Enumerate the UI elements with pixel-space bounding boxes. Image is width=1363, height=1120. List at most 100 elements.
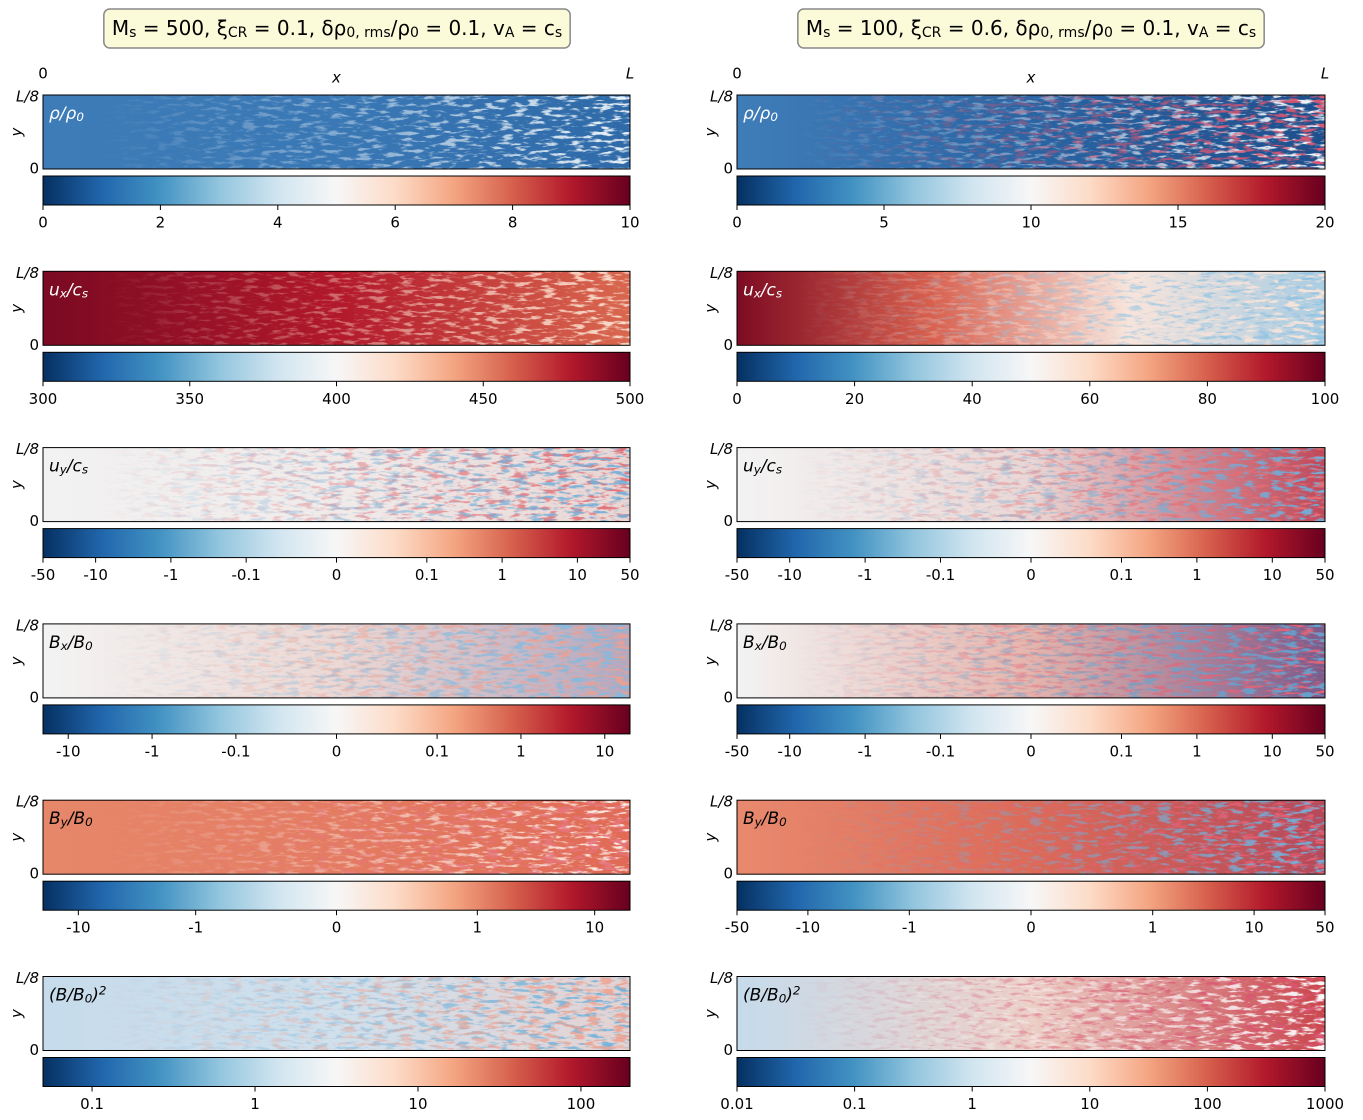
colorbar-tick-label: 2 — [156, 214, 166, 232]
x-axis-label: x — [1026, 69, 1036, 87]
colorbar — [736, 175, 1326, 206]
colorbar-tick-label: -0.1 — [232, 566, 261, 584]
panel-label: ux/cs — [49, 280, 88, 300]
panel: uy/csL/80y-50 -10 -1 -0.1 0 0.1 1 10 50 — [8, 440, 640, 584]
text-part: s — [776, 462, 782, 476]
y-top-label: L/8 — [16, 264, 39, 282]
colorbar — [736, 1057, 1326, 1087]
text-part: /ρ — [391, 16, 410, 40]
text-part: y — [753, 462, 762, 476]
text-part: 0 — [1104, 25, 1113, 41]
colorbar-tick-label: 0.01 — [720, 1095, 753, 1113]
panel-frame — [42, 976, 631, 1051]
y-top-label: L/8 — [710, 88, 733, 106]
field-texture — [43, 800, 630, 875]
text-part: s — [82, 286, 88, 300]
y-top-label: L/8 — [16, 969, 39, 987]
text-part: ) — [90, 986, 99, 1006]
colorbar-tick-label: 50 — [1315, 742, 1334, 760]
x-axis-label: x — [331, 69, 341, 87]
text-part: 0 — [76, 110, 84, 124]
x-right-label: L — [1321, 65, 1329, 83]
colorbar — [736, 704, 1326, 735]
colorbar-tick-label: 60 — [1080, 390, 1099, 408]
title-box: Ms = 100, ξCR = 0.6, δρ0, rms/ρ0 = 0.1, … — [797, 8, 1265, 49]
colorbar-tick-label: 10 — [408, 1095, 427, 1113]
colorbar-tick-label: 450 — [469, 390, 498, 408]
text-part: y — [754, 815, 763, 829]
y-top-label: L/8 — [710, 440, 733, 458]
text-part: s — [129, 25, 136, 41]
text-part: x — [754, 638, 763, 652]
text-part: CR — [228, 25, 248, 41]
colorbar-tick-label: -10 — [777, 742, 802, 760]
panel: Bx/B0L/80y-50 -10 -1 -0.1 0 0.1 1 10 50 — [702, 616, 1335, 760]
y-axis-label: y — [702, 832, 720, 843]
colorbar-tick-label: 0 — [1026, 742, 1036, 760]
y-axis-label: y — [702, 479, 720, 490]
colorbar-tick-label: 400 — [322, 390, 351, 408]
text-part: /ρ — [1085, 16, 1104, 40]
colorbar-tick-label: 10 — [595, 742, 614, 760]
text-part: ρ/ρ — [743, 104, 771, 124]
y-axis-label: y — [702, 126, 720, 137]
panel-frame — [736, 447, 1326, 523]
y-bottom-label: 0 — [723, 688, 733, 706]
colorbar-tick-label: 8 — [508, 214, 518, 232]
panel-frame — [42, 623, 631, 699]
colorbar-tick-label: 20 — [1315, 214, 1334, 232]
panel-label: ρ/ρ0 — [743, 104, 778, 124]
field-texture — [737, 800, 1325, 875]
colorbar-tick-label: 10 — [568, 566, 587, 584]
text-part: 0 — [85, 638, 93, 652]
field-texture — [43, 95, 630, 169]
panel-label: uy/cs — [743, 457, 782, 477]
panel: ux/cs L/8 0 y 300 350 400 450 500 — [8, 264, 645, 408]
text-part: B — [49, 809, 61, 829]
panel-frame — [42, 799, 631, 875]
y-bottom-label: 0 — [723, 1041, 733, 1059]
column-title: Ms = 100, ξCR = 0.6, δρ0, rms/ρ0 = 0.1, … — [806, 16, 1256, 41]
panel-frame — [42, 94, 631, 170]
colorbar-tick-label: -0.1 — [926, 742, 955, 760]
x-left-label: 0 — [38, 65, 48, 83]
colorbar-tick-label: 100 — [1311, 390, 1340, 408]
colorbar-tick-label: 0 — [332, 566, 342, 584]
text-part: M — [112, 16, 129, 40]
text-part: u — [743, 457, 754, 477]
colorbar-tick-label: -10 — [777, 566, 802, 584]
text-part: = c — [1208, 16, 1248, 40]
colorbar-tick-label: 50 — [1315, 566, 1334, 584]
colorbar-tick-label: 0 — [38, 214, 48, 232]
text-part: 0 — [770, 110, 778, 124]
panel-label: Bx/B0 — [743, 633, 787, 653]
text-part: /B — [760, 809, 779, 829]
text-part: u — [49, 457, 60, 477]
y-top-label: L/8 — [16, 440, 39, 458]
text-part: s — [82, 462, 88, 476]
colorbar — [42, 175, 631, 206]
y-top-label: L/8 — [710, 793, 733, 811]
colorbar-tick-label: -10 — [56, 742, 81, 760]
text-part: = 0.1, δρ — [247, 16, 346, 40]
text-part: A — [1199, 25, 1209, 41]
panel-frame — [736, 623, 1326, 699]
text-part: = 500, ξ — [136, 16, 228, 40]
colorbar-tick-label: 300 — [29, 390, 58, 408]
text-part: 0 — [85, 991, 93, 1005]
text-part: 0 — [779, 638, 787, 652]
colorbar-tick-label: -50 — [725, 742, 750, 760]
text-part: /c — [759, 280, 777, 300]
colorbar-tick-label: 15 — [1168, 214, 1187, 232]
colorbar-tick-label: 1 — [1192, 742, 1202, 760]
field-texture — [737, 623, 1325, 698]
colorbar-tick-label: 6 — [390, 214, 400, 232]
colorbar-tick-label: 0 — [332, 742, 342, 760]
field-texture — [43, 976, 630, 1051]
colorbar-tick-label: 0 — [332, 919, 342, 937]
colorbar — [42, 880, 631, 911]
panel-frame — [736, 94, 1326, 170]
colorbar-tick-label: 10 — [620, 214, 639, 232]
text-part: A — [505, 25, 515, 41]
